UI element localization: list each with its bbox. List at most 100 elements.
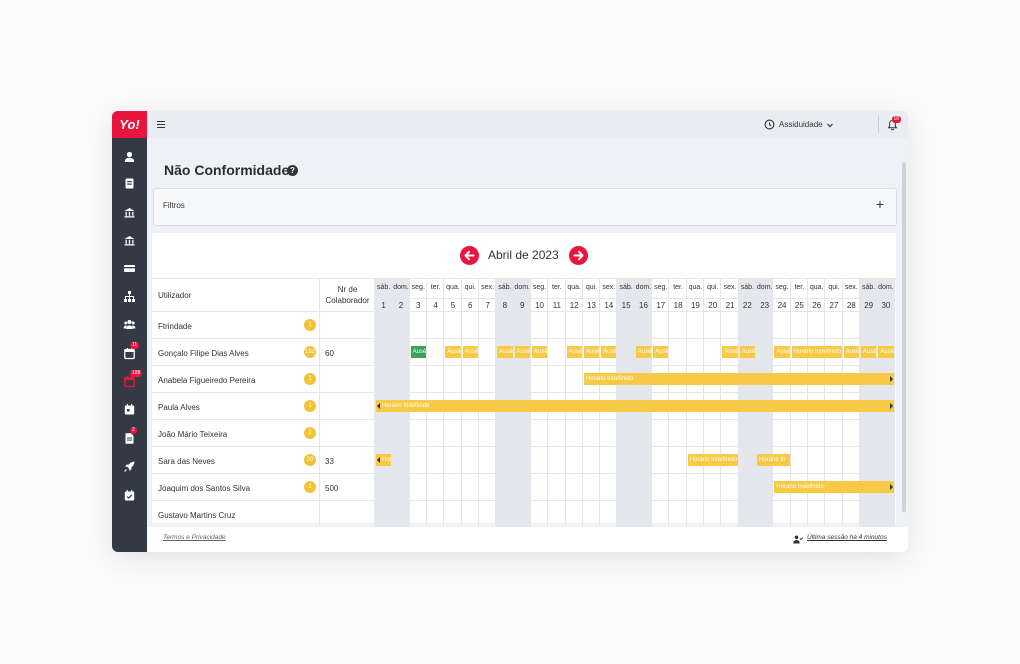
module-selector[interactable]: Assiduidade	[764, 118, 834, 131]
day-cell[interactable]	[392, 366, 410, 393]
day-cell[interactable]	[461, 312, 479, 339]
day-cell[interactable]	[859, 312, 878, 339]
day-cell[interactable]	[548, 366, 566, 393]
day-cell[interactable]	[565, 447, 583, 474]
day-cell[interactable]	[790, 501, 808, 528]
day-cell[interactable]	[652, 339, 670, 366]
day-cell[interactable]	[565, 339, 583, 366]
day-cell[interactable]	[426, 501, 445, 528]
day-cell[interactable]	[825, 339, 843, 366]
help-icon[interactable]: ?	[287, 165, 298, 176]
day-cell[interactable]	[409, 447, 427, 474]
day-cell[interactable]	[565, 474, 583, 501]
event-bar[interactable]: Ausê	[497, 346, 513, 358]
day-cell[interactable]	[600, 420, 618, 447]
day-cell[interactable]	[548, 339, 566, 366]
day-cell[interactable]	[513, 474, 531, 501]
day-cell[interactable]	[392, 420, 410, 447]
day-cell[interactable]	[461, 339, 479, 366]
day-cell[interactable]	[513, 501, 531, 528]
day-cell[interactable]	[877, 447, 895, 474]
day-cell[interactable]	[582, 447, 601, 474]
day-cell[interactable]	[375, 339, 393, 366]
day-cell[interactable]	[409, 339, 427, 366]
day-cell[interactable]	[721, 501, 739, 528]
event-bar[interactable]: Ausê	[531, 346, 548, 358]
day-cell[interactable]	[530, 312, 549, 339]
day-cell[interactable]	[426, 447, 445, 474]
day-cell[interactable]	[652, 420, 670, 447]
day-cell[interactable]	[375, 474, 393, 501]
day-cell[interactable]	[738, 420, 757, 447]
day-cell[interactable]	[634, 501, 653, 528]
day-cell[interactable]	[426, 339, 445, 366]
event-bar[interactable]: Ausê	[566, 346, 582, 358]
day-cell[interactable]	[392, 339, 410, 366]
day-cell[interactable]	[842, 339, 860, 366]
day-cell[interactable]	[686, 474, 705, 501]
event-bar[interactable]: Ausê	[410, 346, 426, 358]
day-cell[interactable]	[478, 474, 497, 501]
day-cell[interactable]	[704, 420, 722, 447]
day-cell[interactable]	[461, 366, 479, 393]
day-cell[interactable]	[652, 501, 670, 528]
day-cell[interactable]	[375, 420, 393, 447]
app-logo[interactable]: Yo!	[112, 111, 147, 138]
day-cell[interactable]	[859, 501, 878, 528]
prev-month-button[interactable]	[460, 246, 479, 265]
event-bar[interactable]: Ausê	[843, 346, 859, 358]
day-cell[interactable]	[444, 447, 462, 474]
day-cell[interactable]	[842, 420, 860, 447]
event-bar[interactable]: Ausê	[514, 346, 530, 358]
day-cell[interactable]	[738, 312, 757, 339]
event-bar[interactable]: Horário Indefinido	[583, 373, 894, 385]
day-cell[interactable]	[600, 312, 618, 339]
day-cell[interactable]	[375, 501, 393, 528]
day-cell[interactable]	[617, 474, 635, 501]
sidebar-item-2[interactable]	[123, 177, 136, 190]
day-cell[interactable]	[426, 420, 445, 447]
day-cell[interactable]	[444, 366, 462, 393]
day-cell[interactable]	[756, 339, 774, 366]
day-cell[interactable]	[669, 474, 687, 501]
sidebar-item-3[interactable]	[123, 206, 136, 219]
day-cell[interactable]	[721, 447, 739, 474]
day-cell[interactable]	[808, 501, 826, 528]
day-cell[interactable]	[859, 447, 878, 474]
sidebar-item-10[interactable]	[123, 403, 136, 416]
day-cell[interactable]	[496, 447, 514, 474]
day-cell[interactable]	[704, 339, 722, 366]
day-cell[interactable]	[825, 501, 843, 528]
day-cell[interactable]	[877, 501, 895, 528]
day-cell[interactable]	[530, 447, 549, 474]
day-cell[interactable]	[600, 339, 618, 366]
event-bar[interactable]: Horário Indefinido	[774, 481, 894, 493]
day-cell[interactable]	[548, 501, 566, 528]
day-cell[interactable]	[426, 312, 445, 339]
day-cell[interactable]	[513, 366, 531, 393]
event-bar[interactable]: Horário In	[757, 454, 790, 466]
day-cell[interactable]	[842, 447, 860, 474]
event-bar[interactable]: Ausê	[601, 346, 617, 358]
day-cell[interactable]	[409, 366, 427, 393]
day-cell[interactable]	[444, 474, 462, 501]
day-cell[interactable]	[461, 501, 479, 528]
event-bar[interactable]: Ausê	[878, 346, 894, 358]
hamburger-icon[interactable]	[157, 121, 165, 128]
day-cell[interactable]	[669, 339, 687, 366]
day-cell[interactable]	[756, 474, 774, 501]
expand-filters-icon[interactable]: +	[875, 196, 884, 212]
day-cell[interactable]	[530, 474, 549, 501]
day-cell[interactable]	[530, 420, 549, 447]
day-cell[interactable]	[617, 501, 635, 528]
day-cell[interactable]	[634, 312, 653, 339]
day-cell[interactable]	[721, 420, 739, 447]
day-cell[interactable]	[582, 420, 601, 447]
day-cell[interactable]	[375, 312, 393, 339]
day-cell[interactable]	[513, 420, 531, 447]
day-cell[interactable]	[392, 474, 410, 501]
day-cell[interactable]	[478, 339, 497, 366]
sidebar-item-13[interactable]	[123, 489, 136, 502]
event-bar[interactable]: Ausê	[462, 346, 478, 358]
day-cell[interactable]	[461, 447, 479, 474]
